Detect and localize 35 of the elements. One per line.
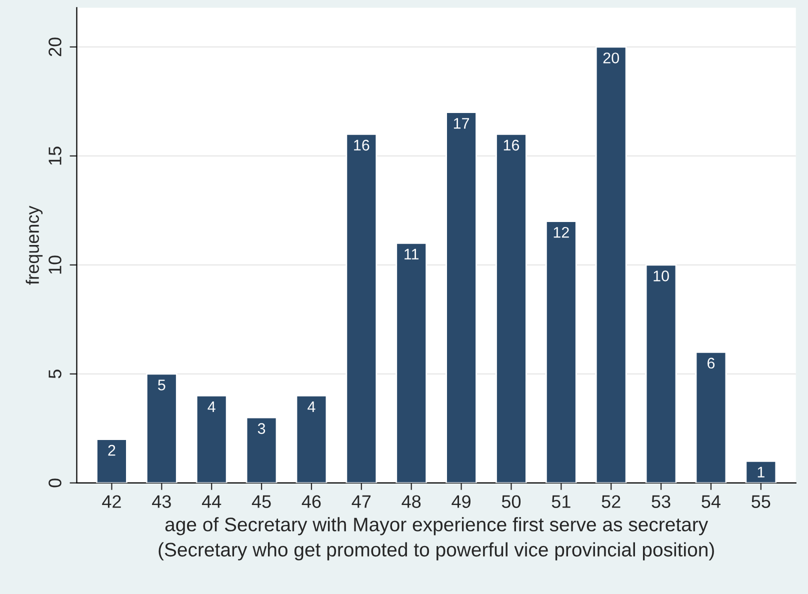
- x-tick-label: 46: [302, 495, 321, 508]
- x-tick-label: 43: [152, 495, 171, 508]
- y-tick-label: 0: [48, 478, 62, 488]
- data-label: 10: [654, 270, 669, 282]
- data-label: 16: [354, 140, 370, 151]
- data-label: 1: [758, 466, 764, 478]
- data-label: 4: [208, 401, 216, 412]
- x-tick-label: 55: [752, 495, 770, 508]
- y-tick-label: 5: [48, 370, 62, 378]
- data-label: 16: [504, 140, 520, 151]
- x-tick-label: 51: [552, 495, 570, 508]
- x-tick-label: 45: [252, 495, 271, 508]
- data-label: 12: [554, 226, 569, 238]
- x-tick-label: 49: [452, 495, 470, 508]
- data-label: 5: [158, 380, 166, 390]
- y-axis-title: frequency: [26, 206, 43, 285]
- data-label: 20: [603, 52, 620, 64]
- x-axis-title: age of Secretary with Mayor experience first serve as secretary (Secretary who get promoted to powerful vice provincial position): [158, 517, 714, 560]
- data-label: 3: [258, 423, 266, 434]
- data-label: 2: [108, 444, 116, 456]
- y-tick-label: 10: [48, 256, 62, 274]
- data-label: 6: [708, 358, 715, 369]
- data-label: 4: [308, 401, 316, 412]
- x-tick-label: 50: [502, 495, 521, 508]
- x-tick-label: 44: [202, 495, 222, 508]
- x-tick-label: 53: [652, 495, 670, 508]
- x-tick-label: 54: [702, 495, 720, 508]
- data-label: 17: [454, 118, 470, 129]
- x-tick-label: 48: [402, 495, 421, 508]
- x-tick-label: 47: [352, 495, 371, 508]
- y-tick-label: 15: [48, 146, 62, 165]
- x-tick-label: 52: [602, 495, 620, 508]
- data-label: 11: [404, 248, 419, 260]
- x-tick-label: 42: [102, 495, 121, 508]
- y-tick-label: 20: [48, 38, 62, 56]
